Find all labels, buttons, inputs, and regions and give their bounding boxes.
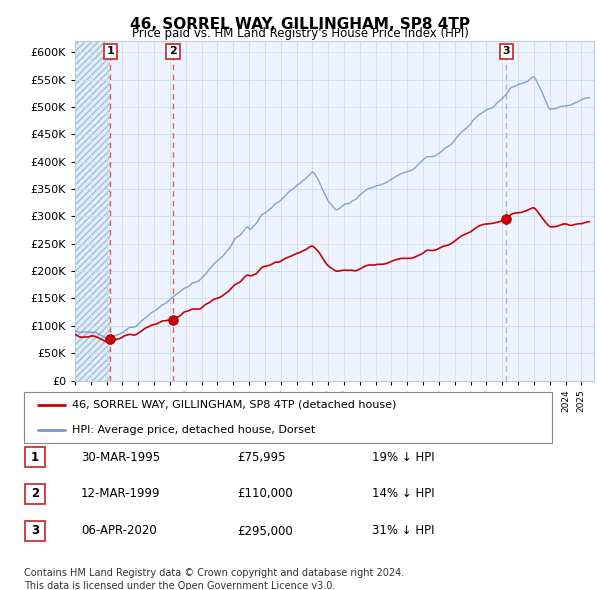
Text: 19% ↓ HPI: 19% ↓ HPI (372, 451, 434, 464)
Text: 1: 1 (106, 47, 114, 57)
FancyBboxPatch shape (25, 521, 44, 541)
Text: 31% ↓ HPI: 31% ↓ HPI (372, 525, 434, 537)
FancyBboxPatch shape (25, 447, 44, 467)
Text: Price paid vs. HM Land Registry's House Price Index (HPI): Price paid vs. HM Land Registry's House … (131, 27, 469, 40)
Text: Contains HM Land Registry data © Crown copyright and database right 2024.
This d: Contains HM Land Registry data © Crown c… (24, 568, 404, 590)
Text: 1: 1 (31, 451, 39, 464)
Text: 46, SORREL WAY, GILLINGHAM, SP8 4TP: 46, SORREL WAY, GILLINGHAM, SP8 4TP (130, 17, 470, 31)
Text: 2: 2 (31, 487, 39, 500)
Text: 30-MAR-1995: 30-MAR-1995 (81, 451, 160, 464)
Text: £110,000: £110,000 (237, 487, 293, 500)
Text: 3: 3 (31, 525, 39, 537)
Text: 12-MAR-1999: 12-MAR-1999 (81, 487, 161, 500)
Bar (75, 41, 110, 381)
Text: 14% ↓ HPI: 14% ↓ HPI (372, 487, 434, 500)
Text: HPI: Average price, detached house, Dorset: HPI: Average price, detached house, Dors… (71, 425, 315, 435)
Text: 2: 2 (169, 47, 177, 57)
Text: 3: 3 (503, 47, 510, 57)
FancyBboxPatch shape (25, 484, 44, 504)
FancyBboxPatch shape (24, 392, 552, 442)
Text: £295,000: £295,000 (237, 525, 293, 537)
Bar (75, 41, 110, 381)
Text: 46, SORREL WAY, GILLINGHAM, SP8 4TP (detached house): 46, SORREL WAY, GILLINGHAM, SP8 4TP (det… (71, 400, 396, 410)
Text: £75,995: £75,995 (237, 451, 286, 464)
Text: 06-APR-2020: 06-APR-2020 (81, 525, 157, 537)
